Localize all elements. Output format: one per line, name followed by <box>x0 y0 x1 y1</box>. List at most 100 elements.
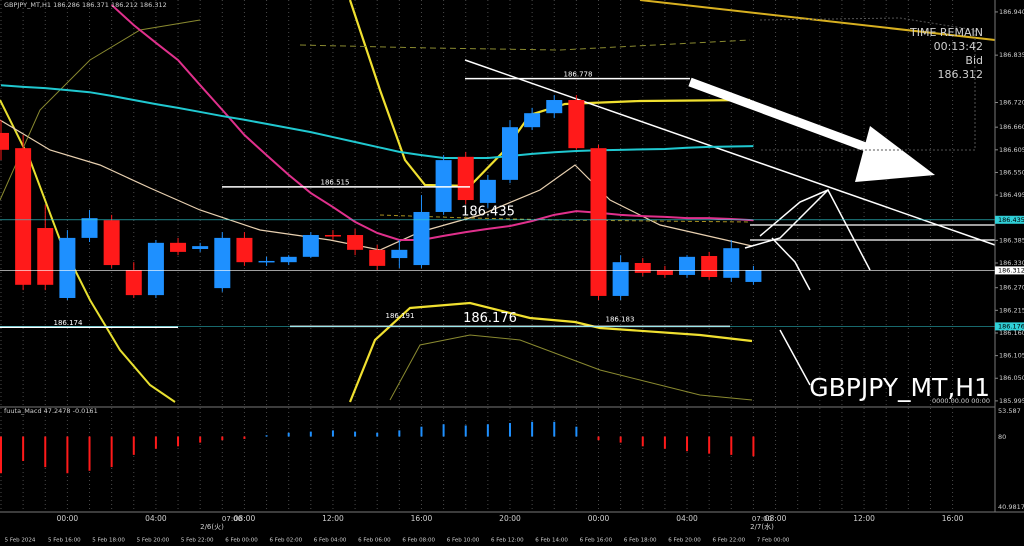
ma-line <box>0 84 754 160</box>
x-tick-label: 00:00 <box>588 514 610 523</box>
candle-body <box>170 242 187 252</box>
macd-bar <box>641 436 644 447</box>
candle-body <box>701 256 718 277</box>
candle-body <box>501 127 518 180</box>
plot-area: 186.515 186.435 186.176 186.174 186.191 186.1… <box>0 4 995 474</box>
marker-label: 186.435 <box>998 216 1024 224</box>
macd-bar <box>66 436 69 474</box>
macd-bar <box>243 436 246 439</box>
indicator-title: fuuta_Macd 47.2478 -0.0161 <box>4 407 98 415</box>
macd-bar <box>420 426 423 437</box>
macd-bar <box>88 436 91 471</box>
candle-body <box>103 220 120 266</box>
macd-bar <box>199 436 202 443</box>
time-label: 5 Feb 20:00 <box>137 538 170 544</box>
candle-body <box>59 237 76 298</box>
scenario-arrow <box>744 188 871 271</box>
x-tick-label: 16:00 <box>942 514 964 523</box>
macd-bar <box>708 436 711 454</box>
arrow-shaft <box>688 77 892 161</box>
macd-bar <box>309 431 312 437</box>
macd-bar <box>44 436 47 468</box>
arrow-head <box>855 126 935 182</box>
candle-body <box>457 156 474 201</box>
candle-body <box>612 262 629 296</box>
y-tick-label: 186.215 <box>999 306 1024 314</box>
gold-trendline <box>639 0 996 41</box>
candle-body <box>413 211 430 266</box>
x-tick-label: 04:00 <box>676 514 698 523</box>
date-marker: 07:00 <box>752 515 772 523</box>
y-tick-label: 186.550 <box>999 168 1024 176</box>
macd-bar <box>0 436 2 474</box>
macd-bar <box>354 431 357 437</box>
y-tick-label: 186.835 <box>999 51 1024 59</box>
y-tick-label: 186.660 <box>999 123 1024 131</box>
pointer-line <box>779 329 811 386</box>
candle-body <box>679 256 696 275</box>
time-label: 6 Feb 12:00 <box>491 538 524 544</box>
macd-bar <box>376 432 379 437</box>
candle-body <box>324 235 341 237</box>
macd-bar <box>619 436 622 443</box>
y-tick-label: 186.940 <box>999 8 1024 16</box>
candle-body <box>590 148 607 296</box>
x-tick-label: 00:00 <box>57 514 79 523</box>
scenario-arrow <box>771 237 811 291</box>
band-outer <box>0 19 201 201</box>
scale-label: 80 <box>998 433 1006 441</box>
marker-box <box>995 266 1024 275</box>
level-label: 186.515 <box>321 179 350 187</box>
macd-bar <box>531 421 534 437</box>
info-text: TIME REMAIN <box>909 26 983 39</box>
candle-body <box>258 260 275 263</box>
candle-body <box>723 248 740 278</box>
macd-bar <box>154 436 157 449</box>
time-label: 6 Feb 16:00 <box>580 538 613 544</box>
y-tick-label: 186.385 <box>999 236 1024 244</box>
band-upper <box>348 0 751 188</box>
macd-bar <box>132 436 135 455</box>
candle-body <box>81 218 98 238</box>
ma-line <box>110 4 754 241</box>
time-label: 6 Feb 20:00 <box>668 538 701 544</box>
x-tick-label: 04:00 <box>145 514 167 523</box>
time-label: 7 Feb 00:00 <box>757 538 790 544</box>
level-label: 186.435 <box>461 204 515 219</box>
info-text: 186.312 <box>938 68 984 81</box>
candle-body <box>568 100 585 149</box>
band-dashed <box>299 39 751 51</box>
x-tick-label: 16:00 <box>411 514 433 523</box>
x-tick-label: 20:00 <box>499 514 521 523</box>
macd-bar <box>686 436 689 452</box>
y-tick-label: 185.995 <box>999 397 1024 405</box>
chart-title: GBPJPY_MT,H1 186.286 186.371 186.212 186… <box>4 1 167 9</box>
date-marker: 07:00 <box>222 515 242 523</box>
candle-body <box>192 246 209 250</box>
macd-bar <box>508 423 511 437</box>
date-marker: 2/7(水) <box>750 522 774 531</box>
candle-body <box>15 148 32 285</box>
candle-body <box>125 270 142 296</box>
y-tick-label: 186.105 <box>999 352 1024 360</box>
time-label: 6 Feb 08:00 <box>402 538 435 544</box>
candle-body <box>435 160 452 212</box>
date-marker: 2/6(火) <box>200 523 224 531</box>
candle-body <box>745 270 762 282</box>
macd-bar <box>553 421 556 437</box>
candle-body <box>37 228 54 285</box>
candle-body <box>0 132 9 150</box>
y-tick-label: 186.160 <box>999 329 1024 337</box>
time-label: 6 Feb 04:00 <box>314 538 347 544</box>
candle-body <box>347 235 364 250</box>
box-outline <box>759 17 976 151</box>
time-label: 6 Feb 10:00 <box>447 538 480 544</box>
x-tick-label: 08:00 <box>765 514 787 523</box>
candle-body <box>634 263 651 273</box>
x-tick-label: 12:00 <box>322 514 344 523</box>
time-label: 6 Feb 14:00 <box>535 538 568 544</box>
scale-label: 40.9817 <box>998 503 1024 511</box>
y-tick-label: 186.050 <box>999 374 1024 382</box>
level-label: 186.176 <box>463 311 517 326</box>
